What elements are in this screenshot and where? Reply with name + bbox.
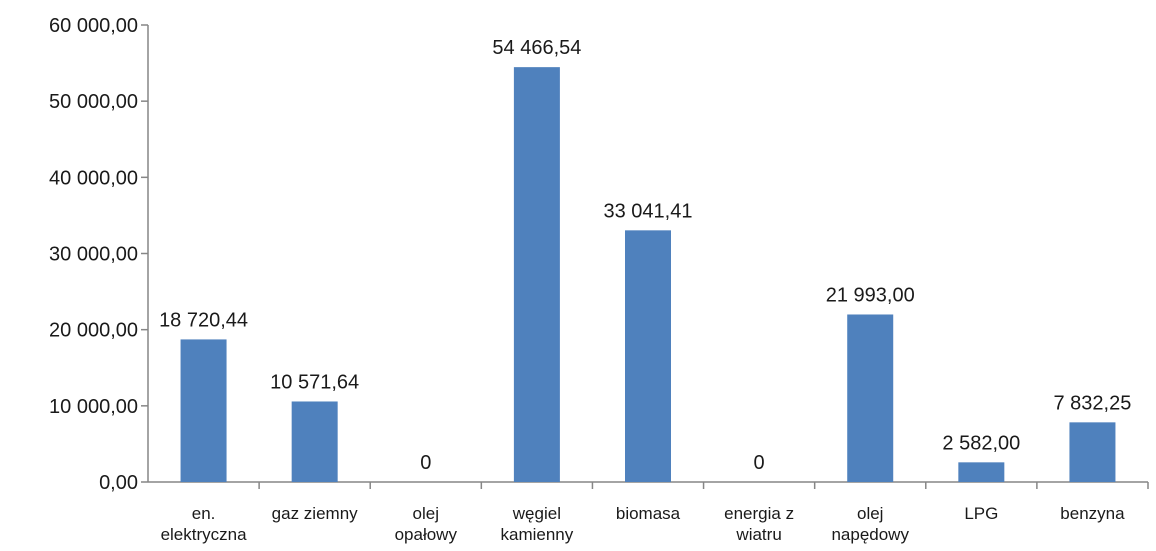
- y-tick-label: 40 000,00: [49, 167, 138, 189]
- category-label: benzyna: [1060, 504, 1125, 523]
- bar: [625, 230, 671, 482]
- data-label: 0: [420, 452, 431, 474]
- category-label: węgiel kamienny: [501, 504, 574, 544]
- data-label: 33 041,41: [604, 200, 693, 222]
- data-label: 18 720,44: [159, 309, 248, 331]
- bar: [291, 401, 338, 482]
- bar: [513, 67, 560, 483]
- data-label: 21 993,00: [826, 284, 915, 306]
- bars: [180, 67, 1116, 483]
- category-label: en. elektryczna: [161, 504, 248, 544]
- y-tick-label: 10 000,00: [49, 396, 138, 418]
- y-axis-ticks: 0,00 10 000,00 20 000,00 30 000,00 40 000,00…: [49, 15, 1149, 494]
- data-label: 10 571,64: [270, 371, 359, 393]
- data-label: 2 582,00: [942, 432, 1020, 454]
- y-tick-label: 60 000,00: [49, 15, 138, 37]
- data-label: 54 466,54: [492, 37, 581, 59]
- category-label: biomasa: [616, 504, 681, 523]
- data-labels: 18 720,44 10 571,64 0 54 466,54 33 041,41 0 21…: [159, 37, 1131, 474]
- y-tick-label: 0,00: [99, 472, 138, 494]
- bar: [847, 314, 894, 482]
- y-tick-label: 50 000,00: [49, 91, 138, 113]
- category-labels: en. elektryczna gaz ziemny olej opałowy węgie…: [161, 504, 1126, 544]
- category-label: olej opałowy: [395, 504, 458, 544]
- y-tick-label: 20 000,00: [49, 320, 138, 342]
- category-label: olej napędowy: [831, 504, 909, 544]
- y-tick-label: 30 000,00: [49, 244, 138, 266]
- bar: [958, 462, 1005, 482]
- data-label: 0: [754, 452, 765, 474]
- category-label: gaz ziemny: [272, 504, 358, 523]
- bar: [180, 339, 227, 482]
- category-label: LPG: [964, 504, 998, 523]
- data-label: 7 832,25: [1054, 392, 1132, 414]
- bar: [1069, 422, 1116, 482]
- category-label: energia z wiatru: [724, 504, 794, 544]
